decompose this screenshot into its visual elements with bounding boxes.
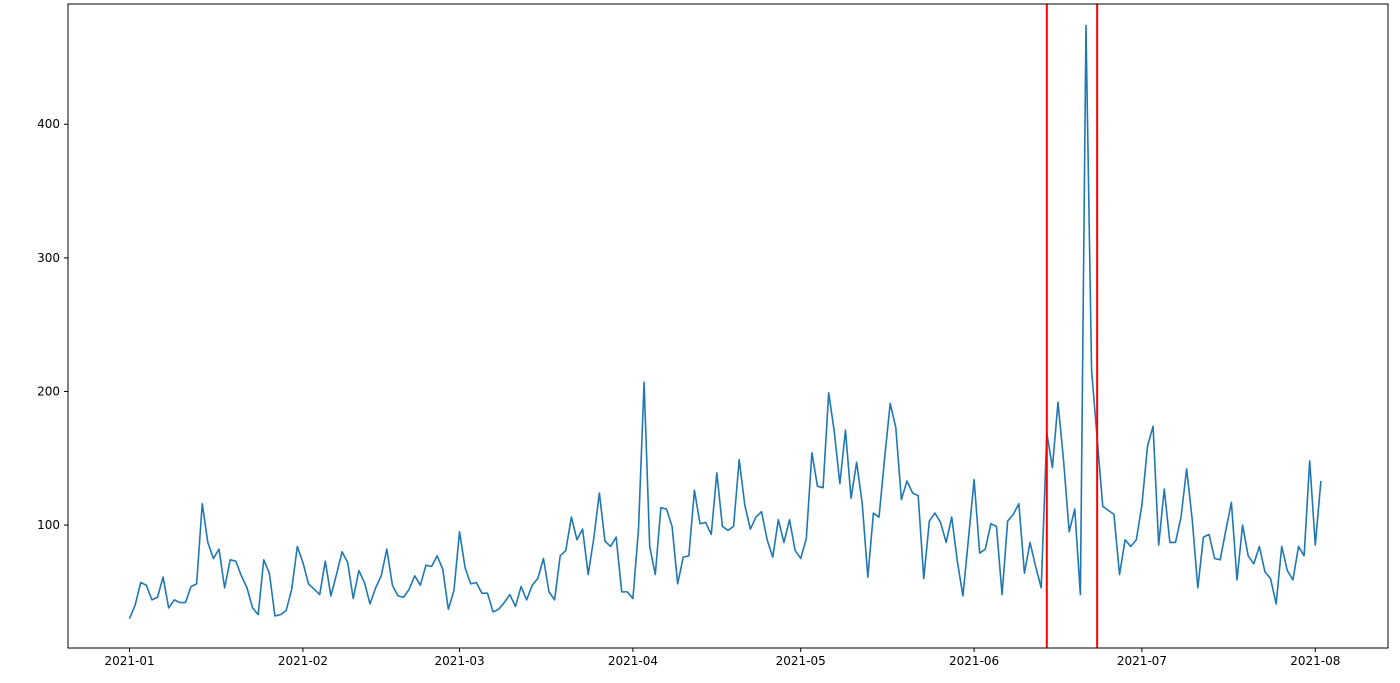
y-tick-label: 400 [37,117,60,131]
x-tick-label: 2021-07 [1117,654,1167,668]
x-tick-label: 2021-01 [104,654,154,668]
plot-content [128,4,1322,648]
series-line [128,24,1322,619]
y-tick-label: 300 [37,251,60,265]
y-tick-label: 100 [37,518,60,532]
x-tick-label: 2021-05 [776,654,826,668]
axis-layer: 2021-01 2021-02 2021-03 2021-04 2021-05 2021-… [37,117,1340,668]
x-tick-label: 2021-03 [434,654,484,668]
x-tick-label: 2021-04 [608,654,658,668]
x-tick-label: 2021-08 [1290,654,1340,668]
y-tick-label: 200 [37,384,60,398]
x-tick-label: 2021-02 [278,654,328,668]
plot-frame [67,3,1389,649]
x-tick-label: 2021-06 [949,654,999,668]
